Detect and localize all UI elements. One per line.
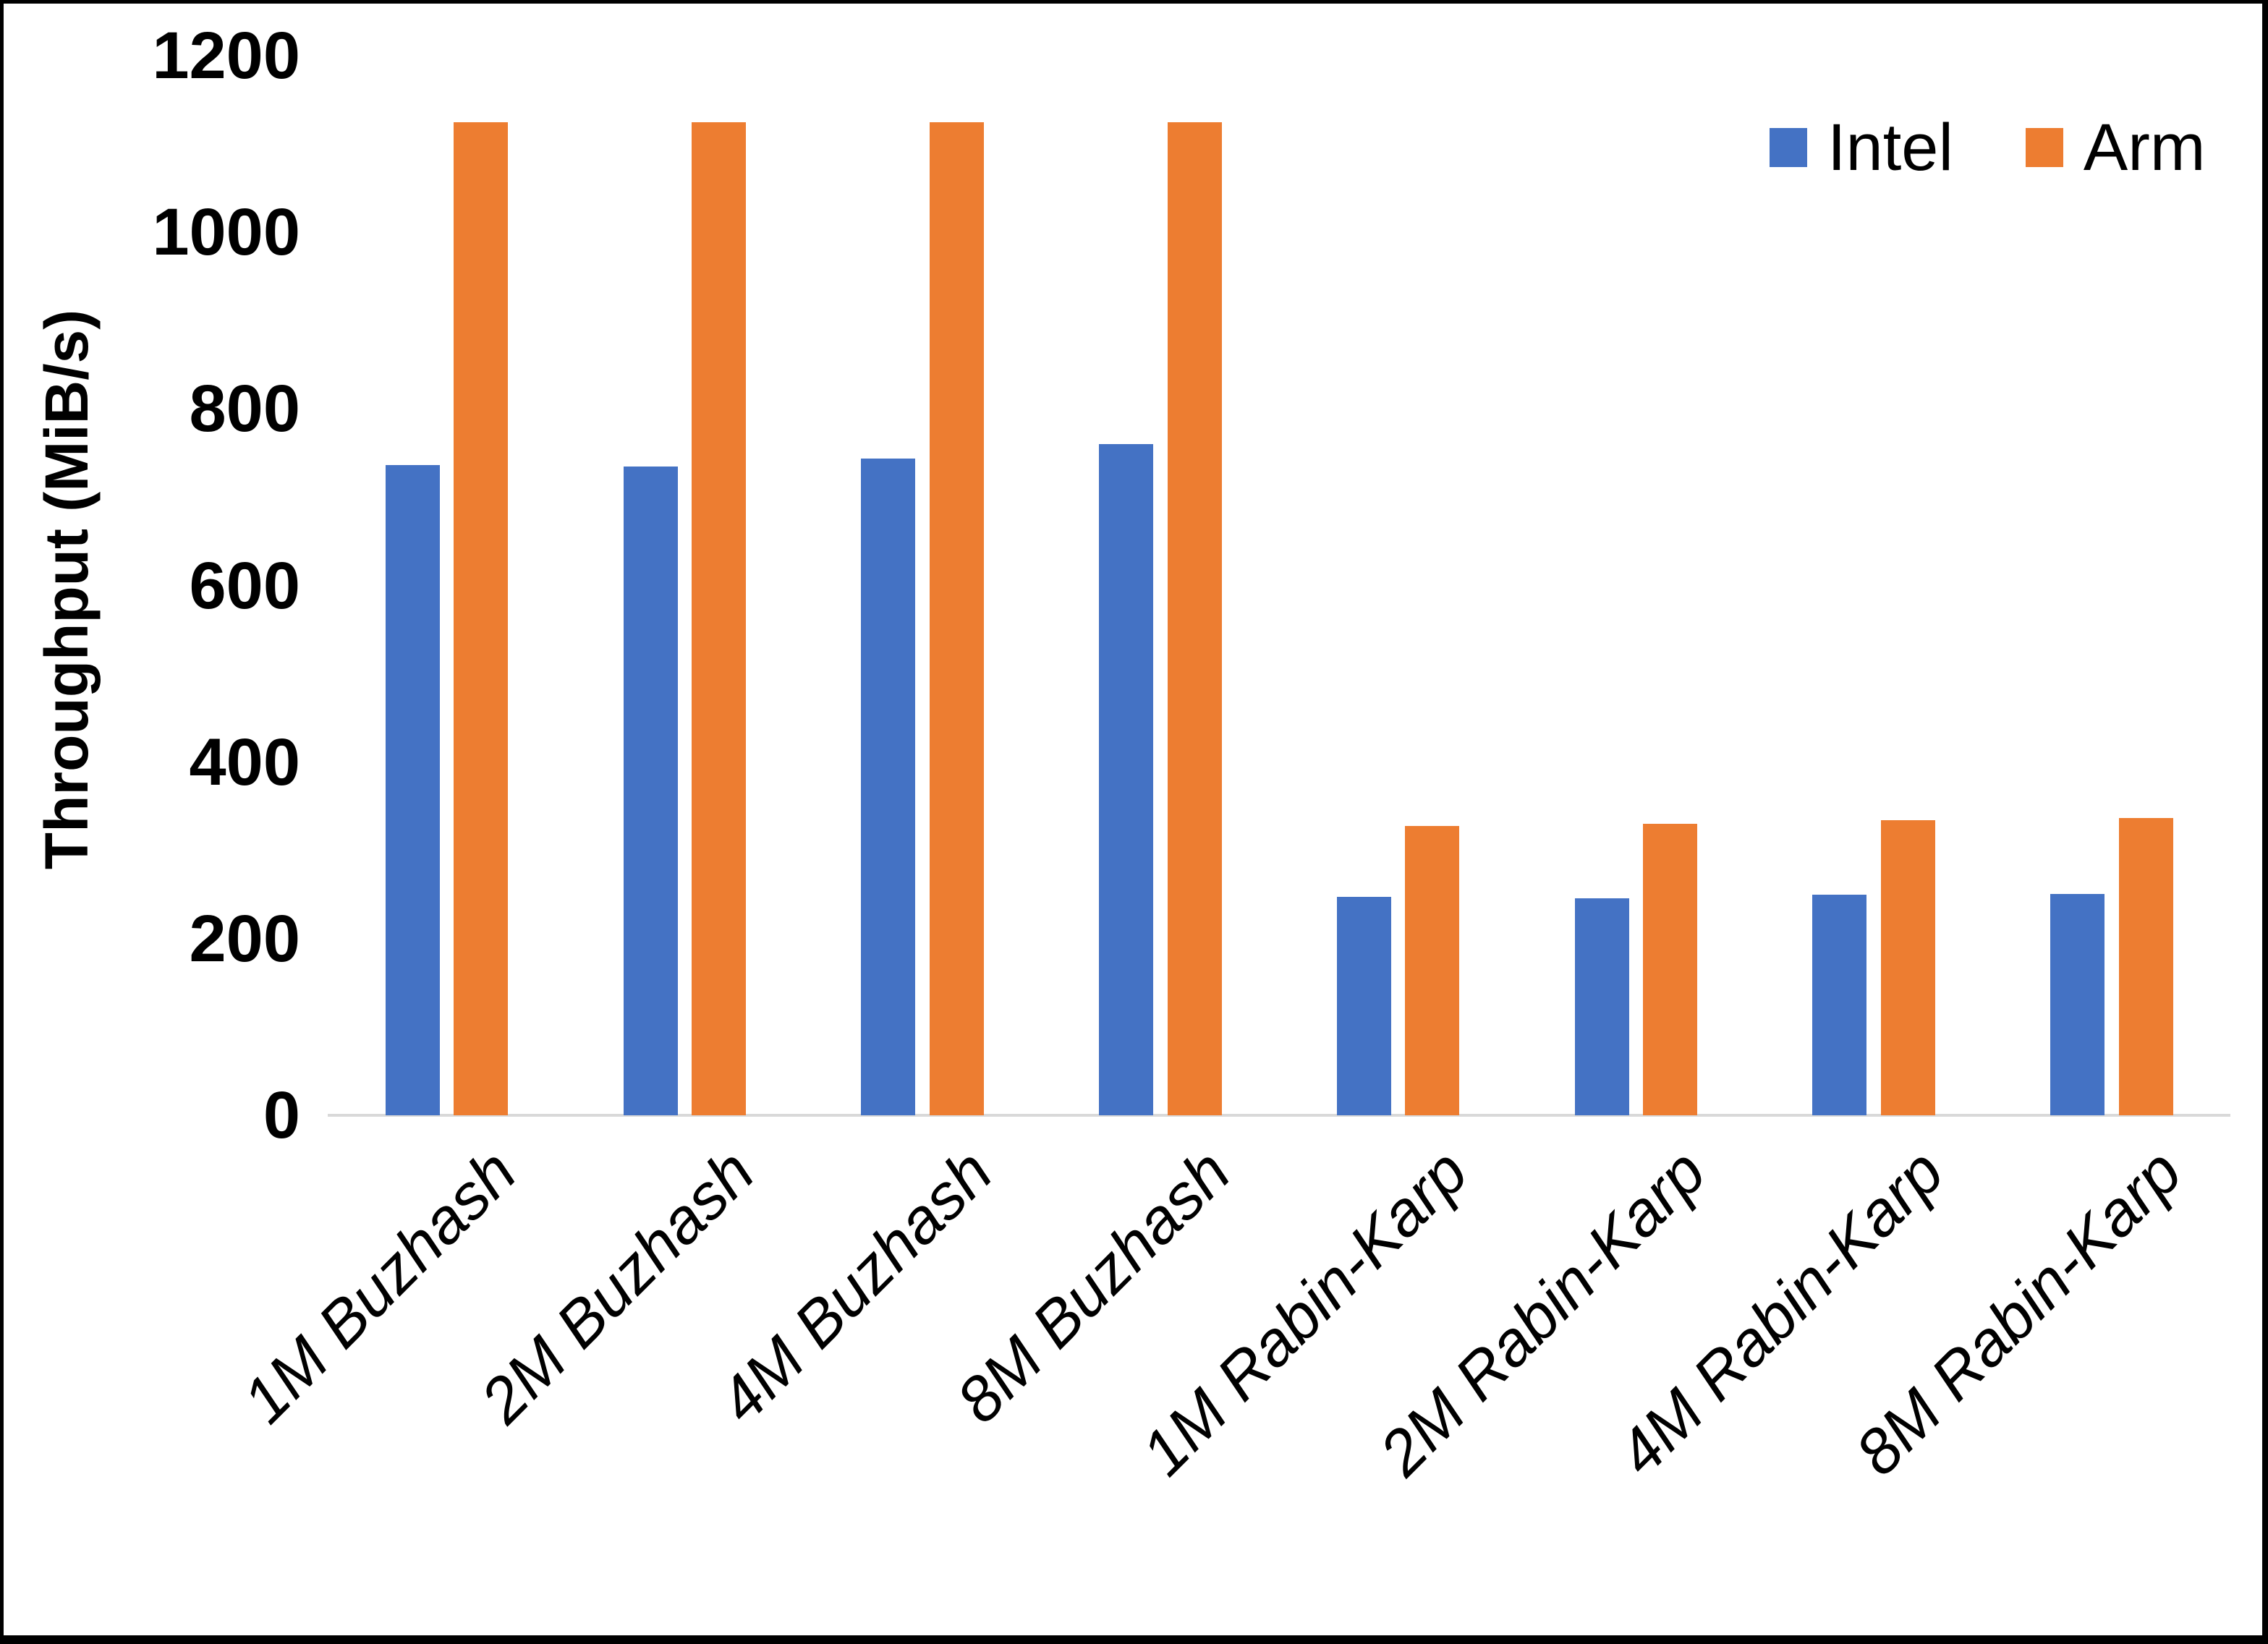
bar-intel-6 (1812, 894, 1867, 1115)
x-axis-line (328, 1114, 2230, 1117)
y-tick-label-400: 400 (189, 725, 301, 799)
bar-intel-1 (623, 466, 678, 1115)
bar-intel-2 (861, 458, 916, 1115)
y-tick-label-600: 600 (189, 548, 301, 623)
frame-border-right (2262, 0, 2268, 1644)
bar-arm-6 (1880, 820, 1935, 1115)
bar-arm-4 (1405, 825, 1460, 1115)
legend-item-arm: Arm (2025, 110, 2206, 185)
y-tick-label-200: 200 (189, 901, 301, 976)
bar-intel-5 (1574, 898, 1629, 1115)
legend-swatch-arm (2025, 128, 2063, 167)
legend: Intel Arm (1770, 110, 2206, 185)
bar-intel-4 (1336, 897, 1391, 1115)
y-tick-label-1200: 1200 (152, 19, 300, 93)
y-tick-label-1000: 1000 (152, 195, 300, 270)
legend-label-intel: Intel (1827, 111, 1953, 184)
legend-swatch-intel (1770, 128, 1807, 167)
plot-area (328, 56, 2230, 1117)
bar-arm-7 (2118, 817, 2173, 1115)
bar-arm-1 (692, 122, 747, 1115)
bar-intel-3 (1099, 444, 1154, 1115)
bar-arm-0 (454, 122, 509, 1115)
frame-border-top (0, 0, 2268, 4)
y-tick-label-800: 800 (189, 372, 301, 446)
bar-arm-2 (929, 122, 984, 1115)
bar-arm-3 (1167, 122, 1222, 1115)
y-tick-label-0: 0 (263, 1078, 300, 1152)
bar-intel-7 (2050, 893, 2105, 1115)
legend-item-intel: Intel (1770, 110, 1953, 185)
bar-intel-0 (385, 465, 440, 1115)
frame-border-bottom (0, 1635, 2268, 1644)
bar-arm-5 (1643, 824, 1698, 1115)
legend-label-arm: Arm (2083, 111, 2206, 184)
frame-border-left (0, 0, 4, 1644)
